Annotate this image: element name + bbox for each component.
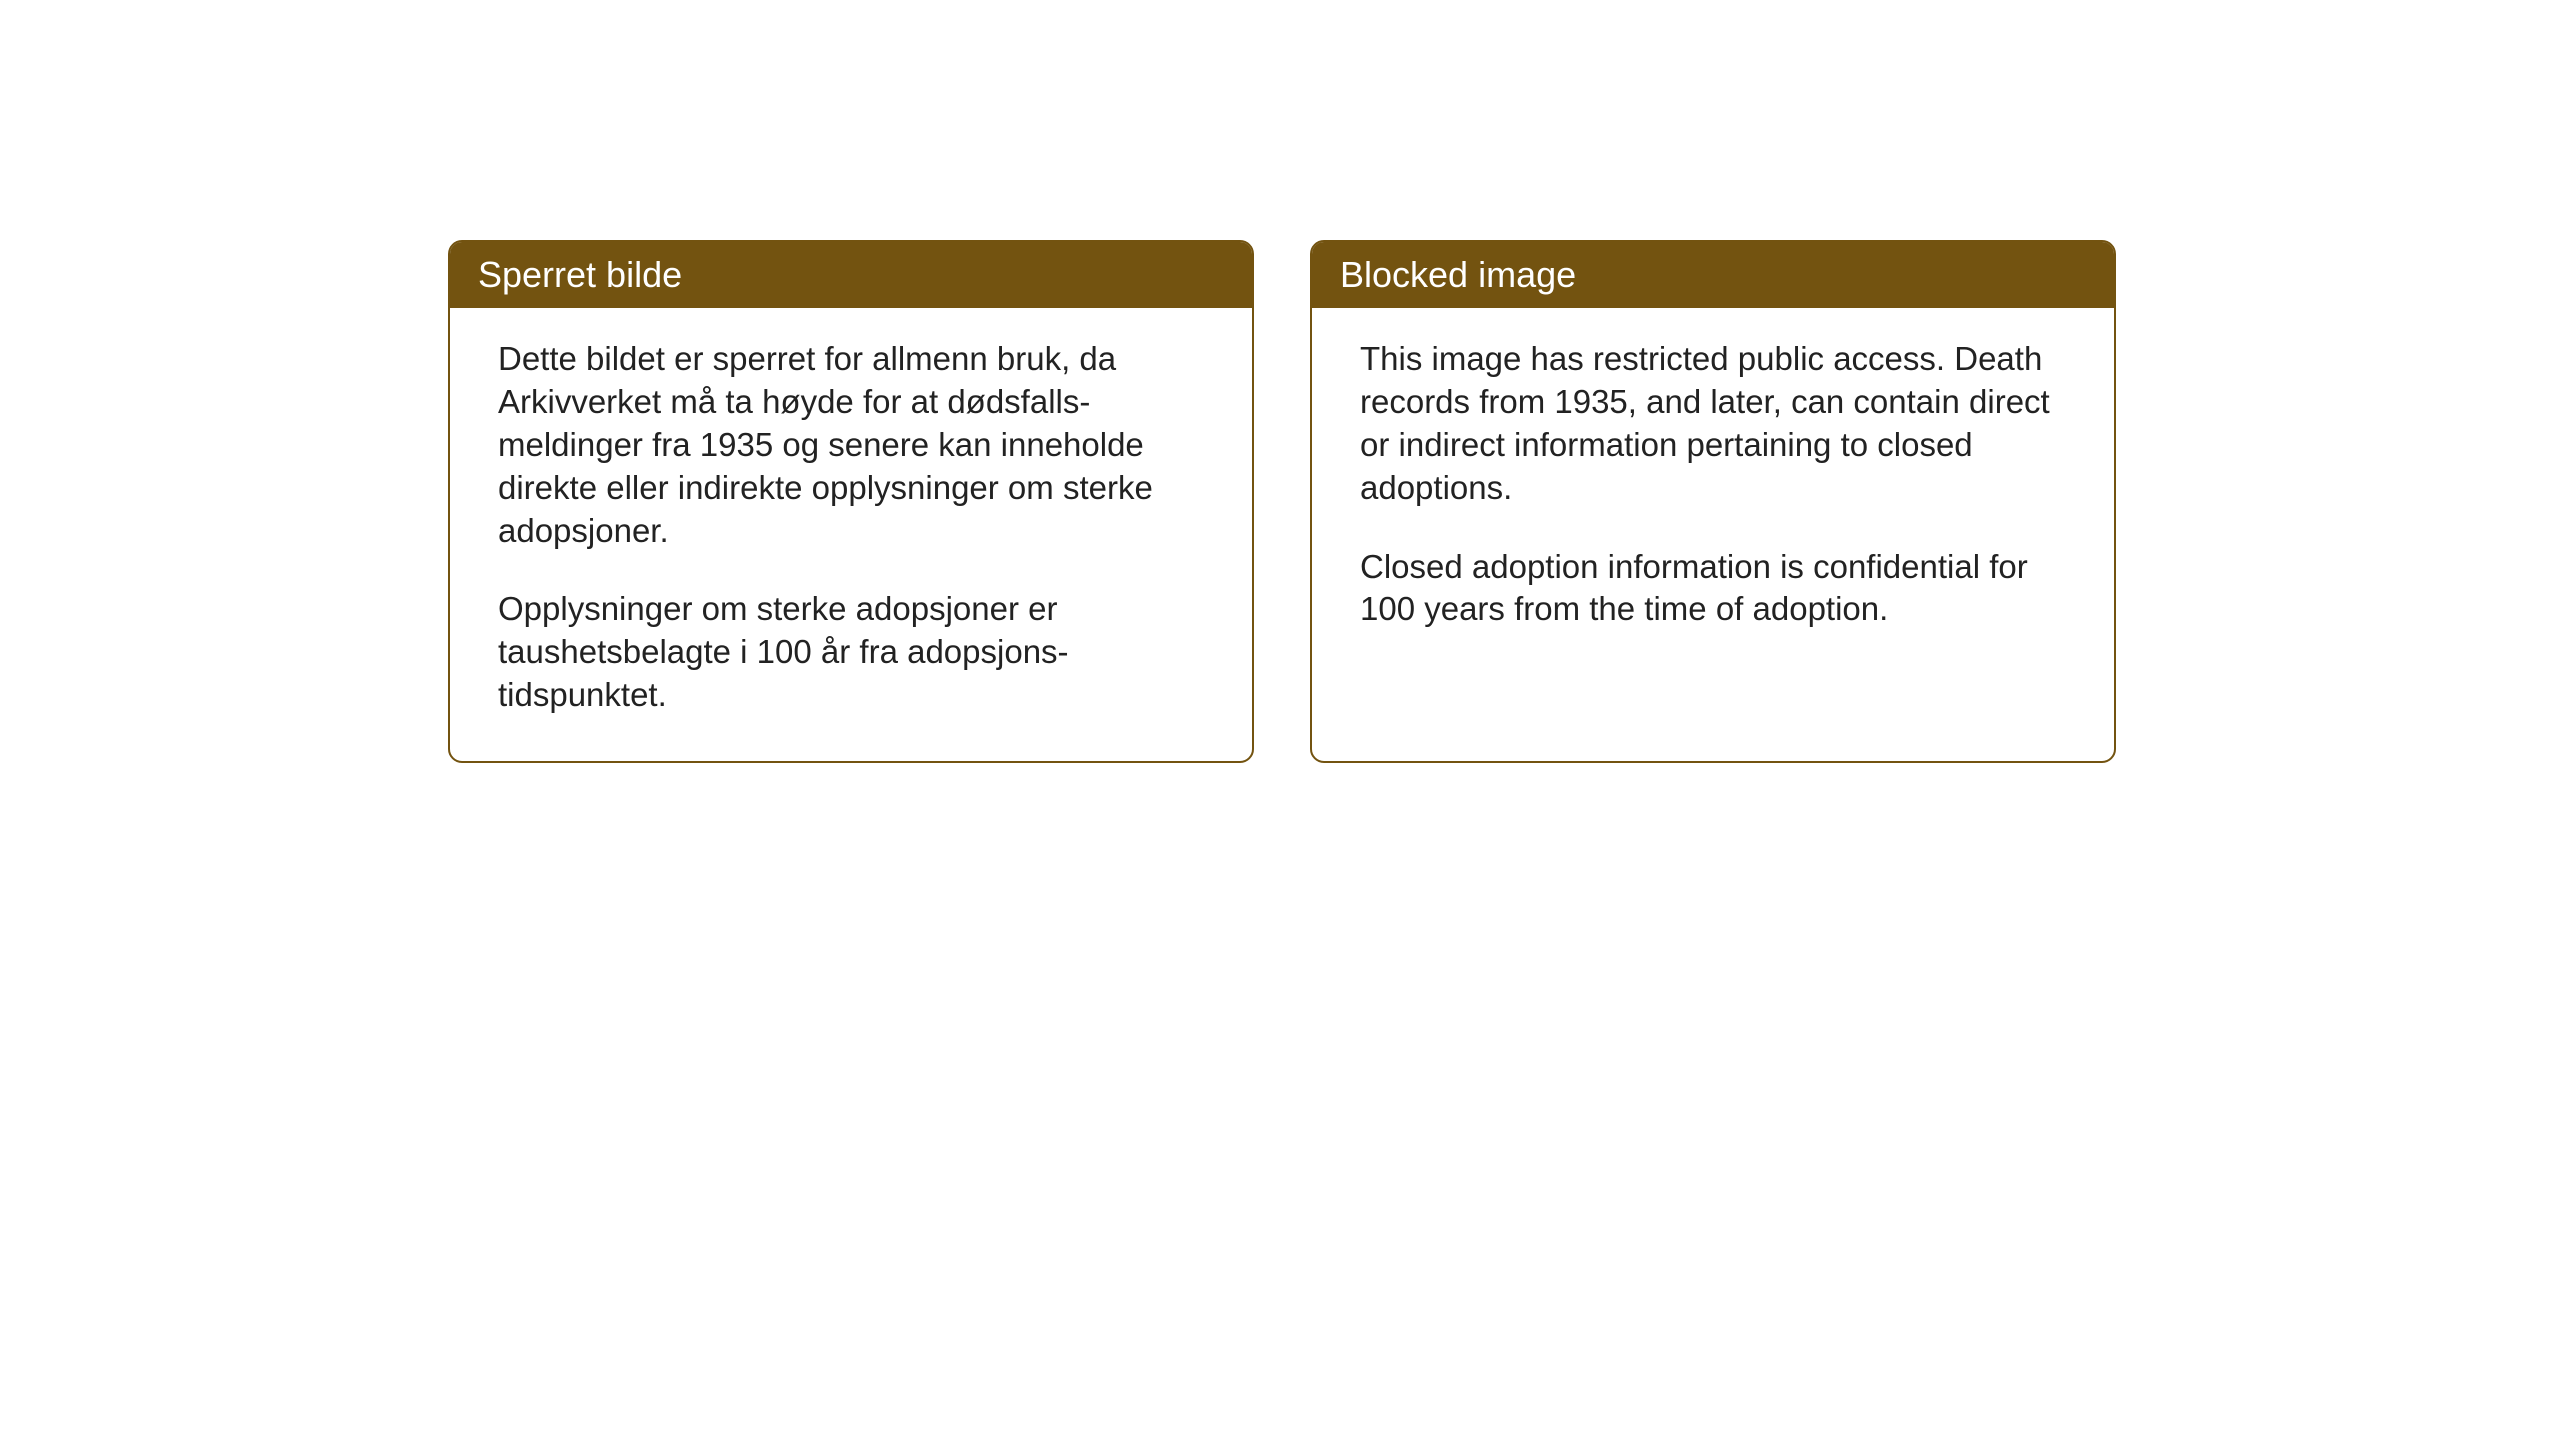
card-body-english: This image has restricted public access.… — [1312, 308, 2114, 675]
card-header-norwegian: Sperret bilde — [450, 242, 1252, 308]
notice-container: Sperret bilde Dette bildet er sperret fo… — [448, 240, 2116, 763]
notice-card-norwegian: Sperret bilde Dette bildet er sperret fo… — [448, 240, 1254, 763]
card-body-norwegian: Dette bildet er sperret for allmenn bruk… — [450, 308, 1252, 761]
paragraph-1-english: This image has restricted public access.… — [1360, 338, 2066, 510]
paragraph-1-norwegian: Dette bildet er sperret for allmenn bruk… — [498, 338, 1204, 552]
paragraph-2-norwegian: Opplysninger om sterke adopsjoner er tau… — [498, 588, 1204, 717]
notice-card-english: Blocked image This image has restricted … — [1310, 240, 2116, 763]
paragraph-2-english: Closed adoption information is confident… — [1360, 546, 2066, 632]
card-title-english: Blocked image — [1340, 254, 1576, 295]
card-header-english: Blocked image — [1312, 242, 2114, 308]
card-title-norwegian: Sperret bilde — [478, 254, 682, 295]
